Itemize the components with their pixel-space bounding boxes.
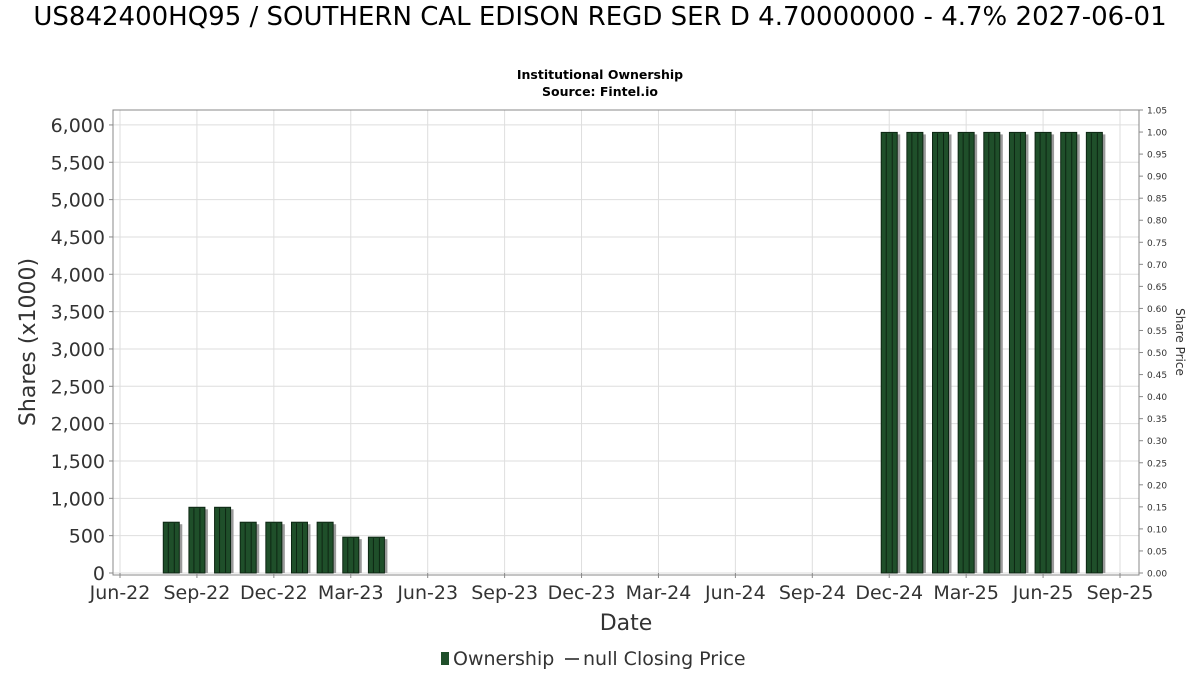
ownership-bar	[1008, 131, 1026, 574]
y2-tick-label: 0.75	[1147, 239, 1167, 249]
y2-tick-label: 0.95	[1147, 151, 1167, 161]
y2-tick-label: 1.00	[1147, 129, 1167, 139]
y2-tick-label: 0.30	[1147, 437, 1167, 447]
y-tick-label: 3,500	[51, 302, 105, 324]
y2-tick-label: 0.25	[1147, 459, 1167, 469]
legend-ownership-swatch	[441, 652, 449, 665]
chart-source: Source: Fintel.io	[542, 84, 658, 99]
ownership-bar	[983, 131, 1001, 574]
x-tick-label: Dec-22	[240, 582, 308, 604]
y-tick-label: 2,500	[51, 376, 105, 398]
y2-tick-label: 0.15	[1147, 503, 1167, 513]
x-tick-label: Dec-23	[548, 582, 616, 604]
ownership-bar	[906, 131, 924, 574]
chart-title: US842400HQ95 / SOUTHERN CAL EDISON REGD …	[33, 2, 1167, 32]
x-tick-label: Dec-24	[855, 582, 923, 604]
y2-tick-label: 0.45	[1147, 371, 1167, 381]
y-tick-label: 3,000	[51, 339, 105, 361]
x-tick-label: Sep-22	[164, 582, 231, 604]
y2-tick-label: 0.80	[1147, 217, 1167, 227]
y-tick-label: 5,500	[51, 152, 105, 174]
y2-tick-label: 0.85	[1147, 195, 1167, 205]
y2-tick-label: 0.50	[1147, 349, 1167, 359]
y2-tick-label: 0.70	[1147, 261, 1167, 271]
x-tick-label: Jun-23	[396, 582, 458, 604]
ownership-bar	[290, 521, 308, 574]
y-tick-label: 6,000	[51, 115, 105, 137]
bars-layer	[162, 131, 1106, 574]
ownership-bar	[265, 521, 283, 574]
y2-tick-label: 0.05	[1147, 547, 1167, 557]
y-tick-label: 4,500	[51, 227, 105, 249]
ownership-bar	[880, 131, 898, 574]
y2-tick-label: 0.40	[1147, 393, 1167, 403]
x-axis: Jun-22 Sep-22 Dec-22 Mar-23 Jun-23 Sep-23 Dec-…	[89, 573, 1154, 604]
y-tick-label: 0	[93, 563, 105, 585]
x-tick-label: Jun-25	[1012, 582, 1074, 604]
y-tick-label: 1,500	[51, 451, 105, 473]
ownership-bar	[1085, 131, 1103, 574]
y2-axis: 0.00 0.05 0.10 0.15 0.20 0.25 0.30 0.35 0.40 0.45…	[1139, 107, 1167, 580]
y2-tick-label: 0.55	[1147, 327, 1167, 337]
x-tick-label: Sep-23	[471, 582, 538, 604]
x-tick-label: Jun-22	[89, 582, 151, 604]
y2-tick-label: 0.10	[1147, 525, 1167, 535]
ownership-bar	[1034, 131, 1052, 574]
plot-frame	[112, 109, 1140, 576]
y-axis: 0 500 1,000 1,500 2,000 2,500 3,000 3,500 4,000 4…	[51, 115, 113, 585]
y-tick-label: 1,000	[51, 488, 105, 510]
ownership-bar	[932, 131, 950, 574]
x-tick-label: Mar-23	[318, 582, 384, 604]
x-tick-label: Jun-24	[704, 582, 766, 604]
y2-tick-label: 0.65	[1147, 283, 1167, 293]
ownership-bar	[367, 536, 385, 574]
ownership-bar	[342, 536, 360, 574]
x-tick-label: Mar-24	[626, 582, 692, 604]
ownership-bar	[162, 521, 180, 574]
x-tick-label: Sep-24	[779, 582, 846, 604]
ownership-bar	[188, 506, 206, 574]
ownership-bar	[239, 521, 257, 574]
y2-tick-label: 0.90	[1147, 173, 1167, 183]
x-axis-label: Date	[600, 611, 653, 636]
ownership-bar	[316, 521, 334, 574]
ownership-bar	[1060, 131, 1078, 574]
y2-axis-label: Share Price	[1173, 308, 1187, 376]
y-tick-label: 500	[69, 526, 105, 548]
chart-subtitle: Institutional Ownership	[516, 67, 684, 82]
y-axis-label: Shares (x1000)	[16, 258, 41, 426]
y-tick-label: 4,000	[51, 264, 105, 286]
y2-tick-label: 0.20	[1147, 481, 1167, 491]
x-tick-label: Mar-25	[933, 582, 999, 604]
x-tick-label: Sep-25	[1087, 582, 1154, 604]
legend: Ownership null Closing Price	[441, 648, 746, 670]
y-tick-label: 5,000	[51, 190, 105, 212]
ownership-bar	[957, 131, 975, 574]
y2-tick-label: 0.60	[1147, 305, 1167, 315]
legend-price-label: null Closing Price	[583, 648, 746, 670]
ownership-bar	[214, 506, 232, 574]
y2-tick-label: 0.00	[1147, 570, 1167, 580]
y2-tick-label: 1.05	[1147, 107, 1167, 117]
legend-ownership-label: Ownership	[453, 648, 554, 670]
y-tick-label: 2,000	[51, 414, 105, 436]
y2-tick-label: 0.35	[1147, 415, 1167, 425]
